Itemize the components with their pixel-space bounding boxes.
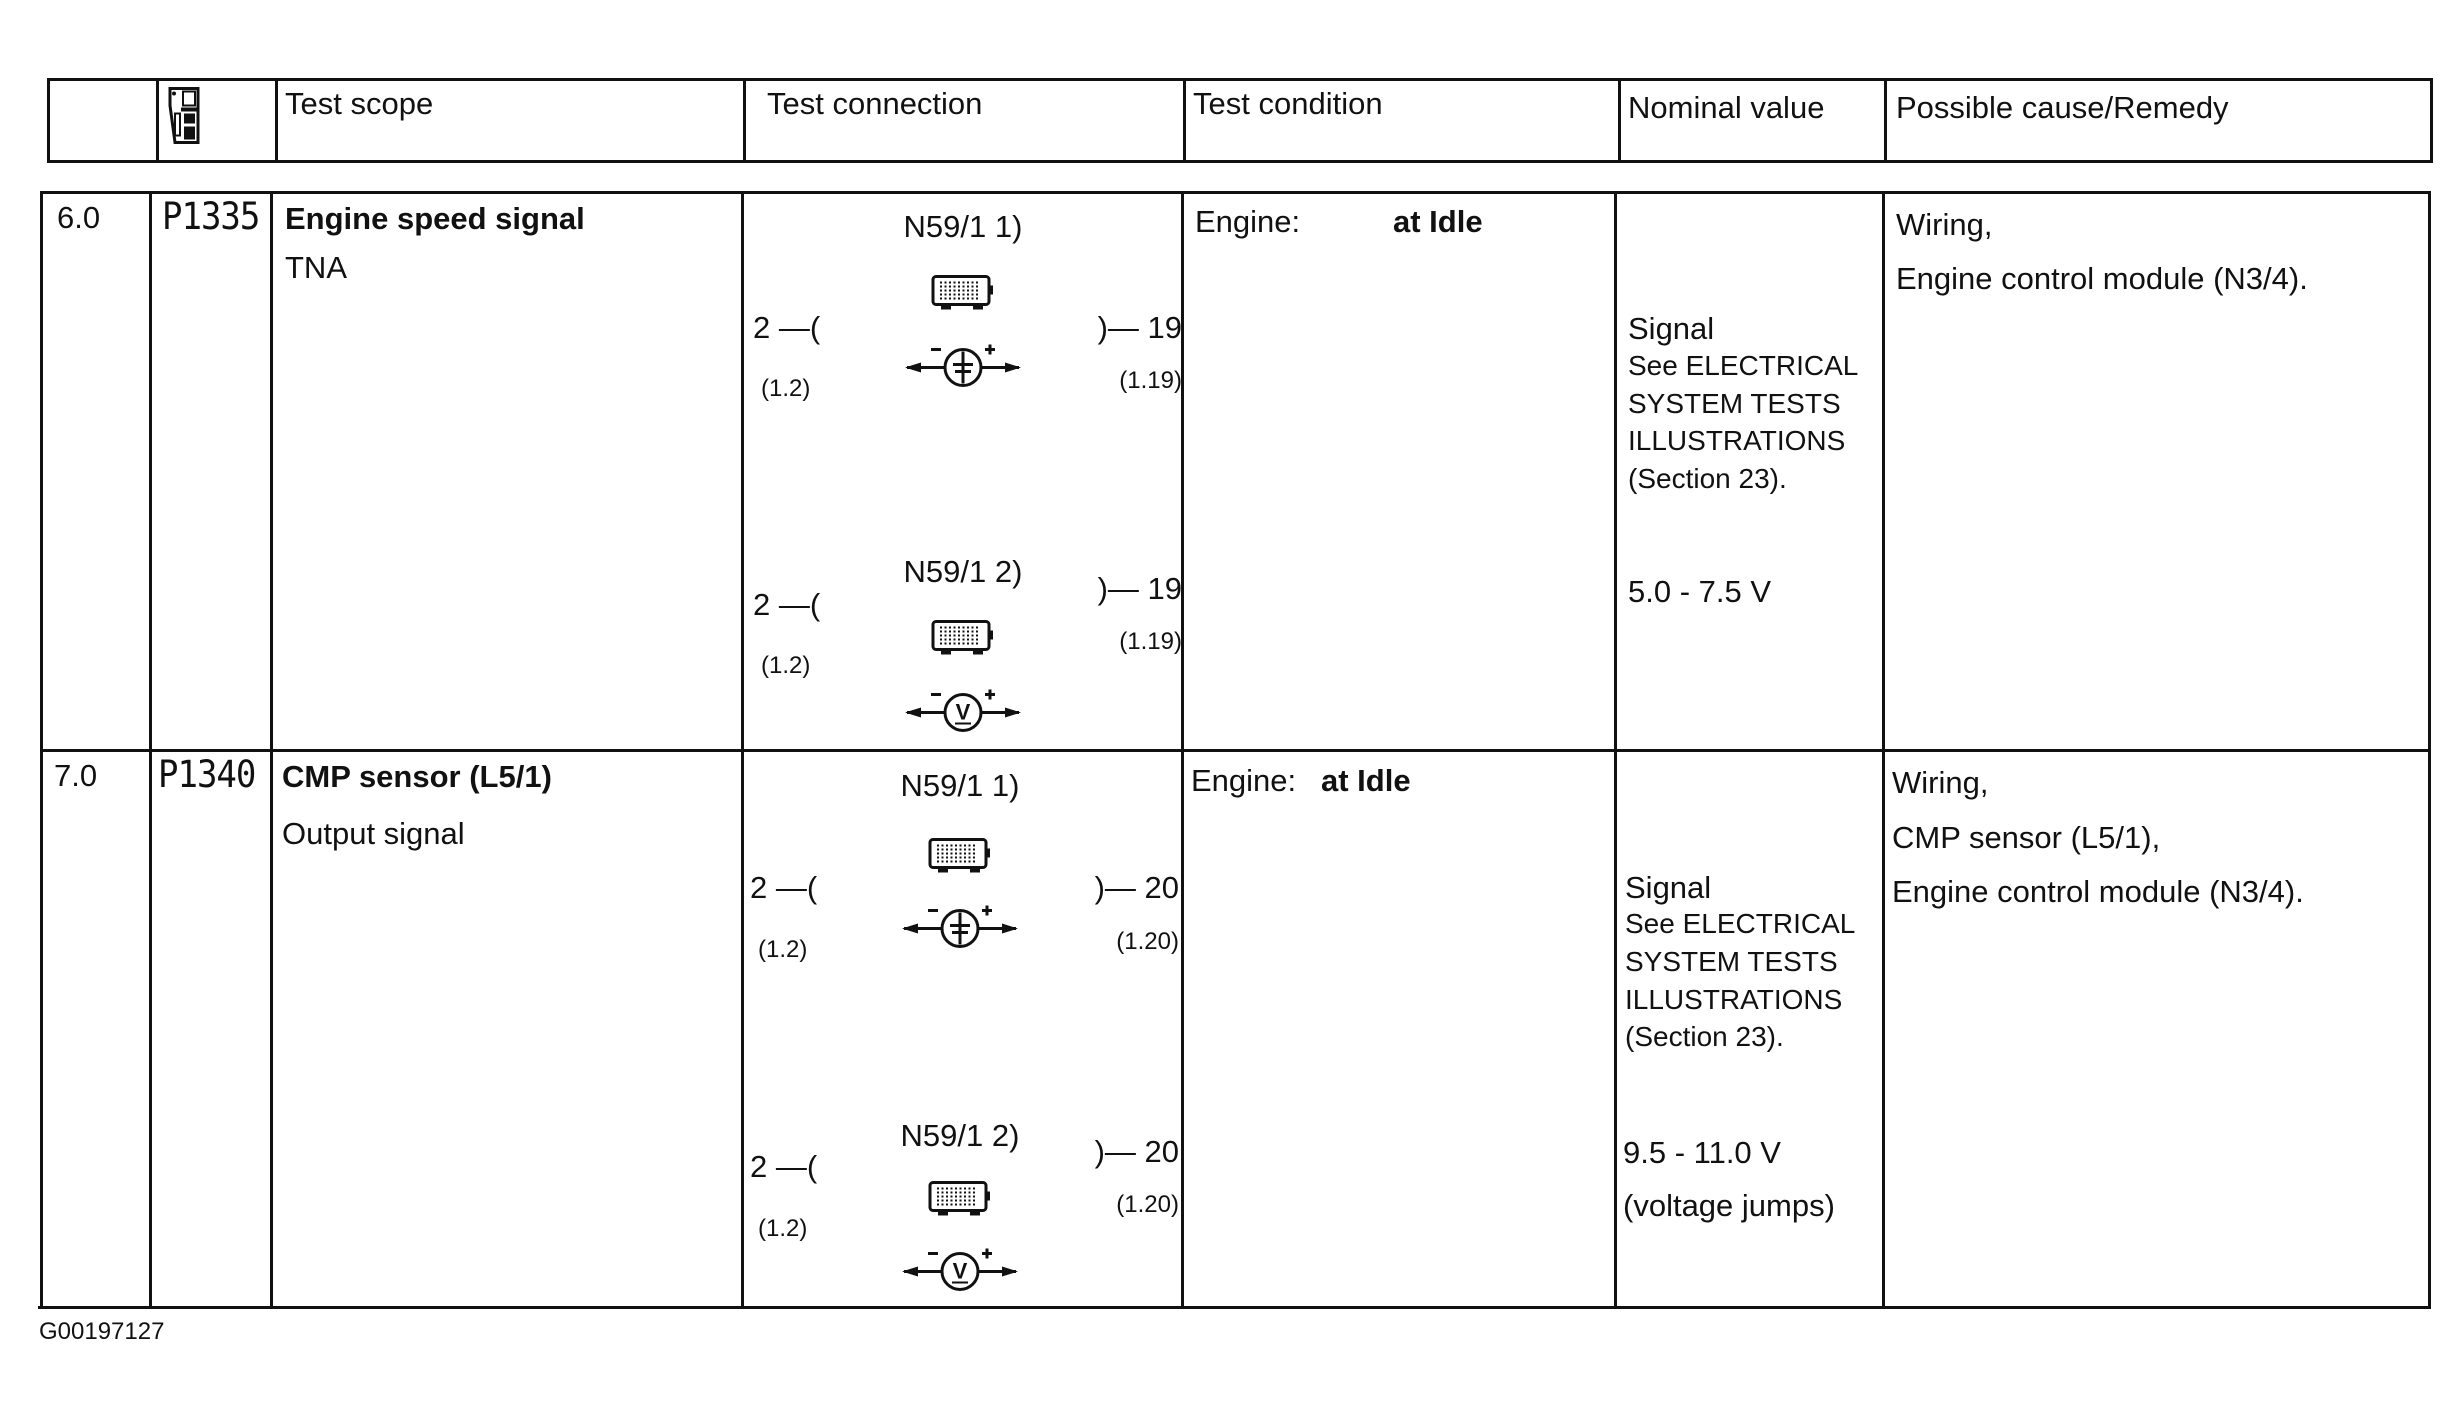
scope-subtitle: Output signal <box>282 816 465 851</box>
left-pin: 2 —( <box>753 310 821 345</box>
divider <box>275 78 278 163</box>
row-number: 7.0 <box>54 758 98 793</box>
divider <box>47 78 2433 81</box>
header-test-scope: Test scope <box>285 86 434 121</box>
divider <box>2430 78 2433 163</box>
oscilloscope-meter-icon <box>900 899 1020 956</box>
diagnostic-tester-icon <box>167 86 201 151</box>
connection-label: N59/1 1) <box>900 768 1020 803</box>
divider <box>156 78 159 163</box>
svg-text:V: V <box>956 700 971 725</box>
header-test-connection: Test connection <box>767 86 983 121</box>
divider <box>741 191 744 1309</box>
right-pin-ref: (1.19) <box>1119 367 1182 394</box>
remedy-item: Wiring, <box>1892 765 1989 800</box>
condition-label: Engine: <box>1195 204 1301 239</box>
fault-code: P1335 <box>162 195 260 239</box>
left-pin: 2 —( <box>750 1149 818 1184</box>
divider <box>38 1306 2428 1309</box>
nominal-reference: SYSTEM TESTS <box>1625 946 1838 977</box>
scope-title: Engine speed signal <box>285 201 585 236</box>
connector-icon <box>926 837 994 882</box>
header-nominal-value: Nominal value <box>1628 90 1825 125</box>
divider <box>743 78 746 163</box>
nominal-value: 5.0 - 7.5 V <box>1628 574 1772 609</box>
right-pin: )— 20 <box>1094 1134 1179 1169</box>
condition-value: at Idle <box>1321 763 1411 798</box>
connector-icon <box>929 619 997 664</box>
left-pin-ref: (1.2) <box>758 1215 808 1242</box>
connection-label: N59/1 2) <box>903 554 1023 589</box>
divider <box>149 191 152 1309</box>
divider <box>40 191 43 1309</box>
condition-value: at Idle <box>1393 204 1483 239</box>
fault-code: P1340 <box>158 753 256 797</box>
remedy-item: CMP sensor (L5/1), <box>1892 820 2161 855</box>
connection-label: N59/1 1) <box>903 209 1023 244</box>
oscilloscope-meter-icon <box>903 338 1023 395</box>
left-pin-ref: (1.2) <box>758 936 808 963</box>
scope-subtitle: TNA <box>285 250 347 285</box>
divider <box>2428 191 2431 1309</box>
left-pin: 2 —( <box>753 587 821 622</box>
right-pin-ref: (1.20) <box>1116 1191 1179 1218</box>
left-pin-ref: (1.2) <box>761 652 811 679</box>
nominal-reference: (Section 23). <box>1628 463 1787 494</box>
divider <box>41 749 2431 752</box>
nominal-reference: ILLUSTRATIONS <box>1625 984 1843 1015</box>
nominal-reference: SYSTEM TESTS <box>1628 388 1841 419</box>
right-pin: )— 19 <box>1097 310 1182 345</box>
nominal-reference: See ELECTRICAL <box>1625 908 1856 939</box>
right-pin: )— 19 <box>1097 571 1182 606</box>
left-pin: 2 —( <box>750 870 818 905</box>
right-pin: )— 20 <box>1094 870 1179 905</box>
scope-title: CMP sensor (L5/1) <box>282 759 552 794</box>
divider <box>1614 191 1617 1309</box>
divider <box>270 191 273 1309</box>
row-number: 6.0 <box>57 200 101 235</box>
right-pin-ref: (1.20) <box>1116 928 1179 955</box>
nominal-signal: Signal <box>1625 870 1712 905</box>
divider <box>1882 191 1885 1309</box>
nominal-reference: (Section 23). <box>1625 1021 1784 1052</box>
divider <box>47 160 2433 163</box>
divider <box>1618 78 1621 163</box>
nominal-reference: See ELECTRICAL <box>1628 350 1859 381</box>
connector-icon <box>929 274 997 319</box>
right-pin-ref: (1.19) <box>1119 628 1182 655</box>
svg-text:V: V <box>953 1259 968 1284</box>
nominal-reference: ILLUSTRATIONS <box>1628 425 1846 456</box>
divider <box>1884 78 1887 163</box>
left-pin-ref: (1.2) <box>761 375 811 402</box>
remedy-item: Wiring, <box>1896 207 1993 242</box>
remedy-item: Engine control module (N3/4). <box>1896 261 2308 296</box>
divider <box>47 78 50 163</box>
nominal-signal: Signal <box>1628 311 1715 346</box>
divider <box>1181 191 1184 1309</box>
divider <box>41 191 2431 194</box>
nominal-value: 9.5 - 11.0 V <box>1623 1135 1781 1170</box>
condition-label: Engine: <box>1191 763 1297 798</box>
connection-label: N59/1 2) <box>900 1118 1020 1153</box>
voltmeter-icon: V <box>900 1242 1020 1299</box>
figure-id: G00197127 <box>39 1318 165 1345</box>
connector-icon <box>926 1180 994 1225</box>
nominal-note: (voltage jumps) <box>1623 1188 1835 1223</box>
header-test-condition: Test condition <box>1193 86 1383 121</box>
remedy-item: Engine control module (N3/4). <box>1892 874 2304 909</box>
header-remedy: Possible cause/Remedy <box>1896 90 2229 125</box>
voltmeter-icon: V <box>903 683 1023 740</box>
divider <box>1183 78 1186 163</box>
